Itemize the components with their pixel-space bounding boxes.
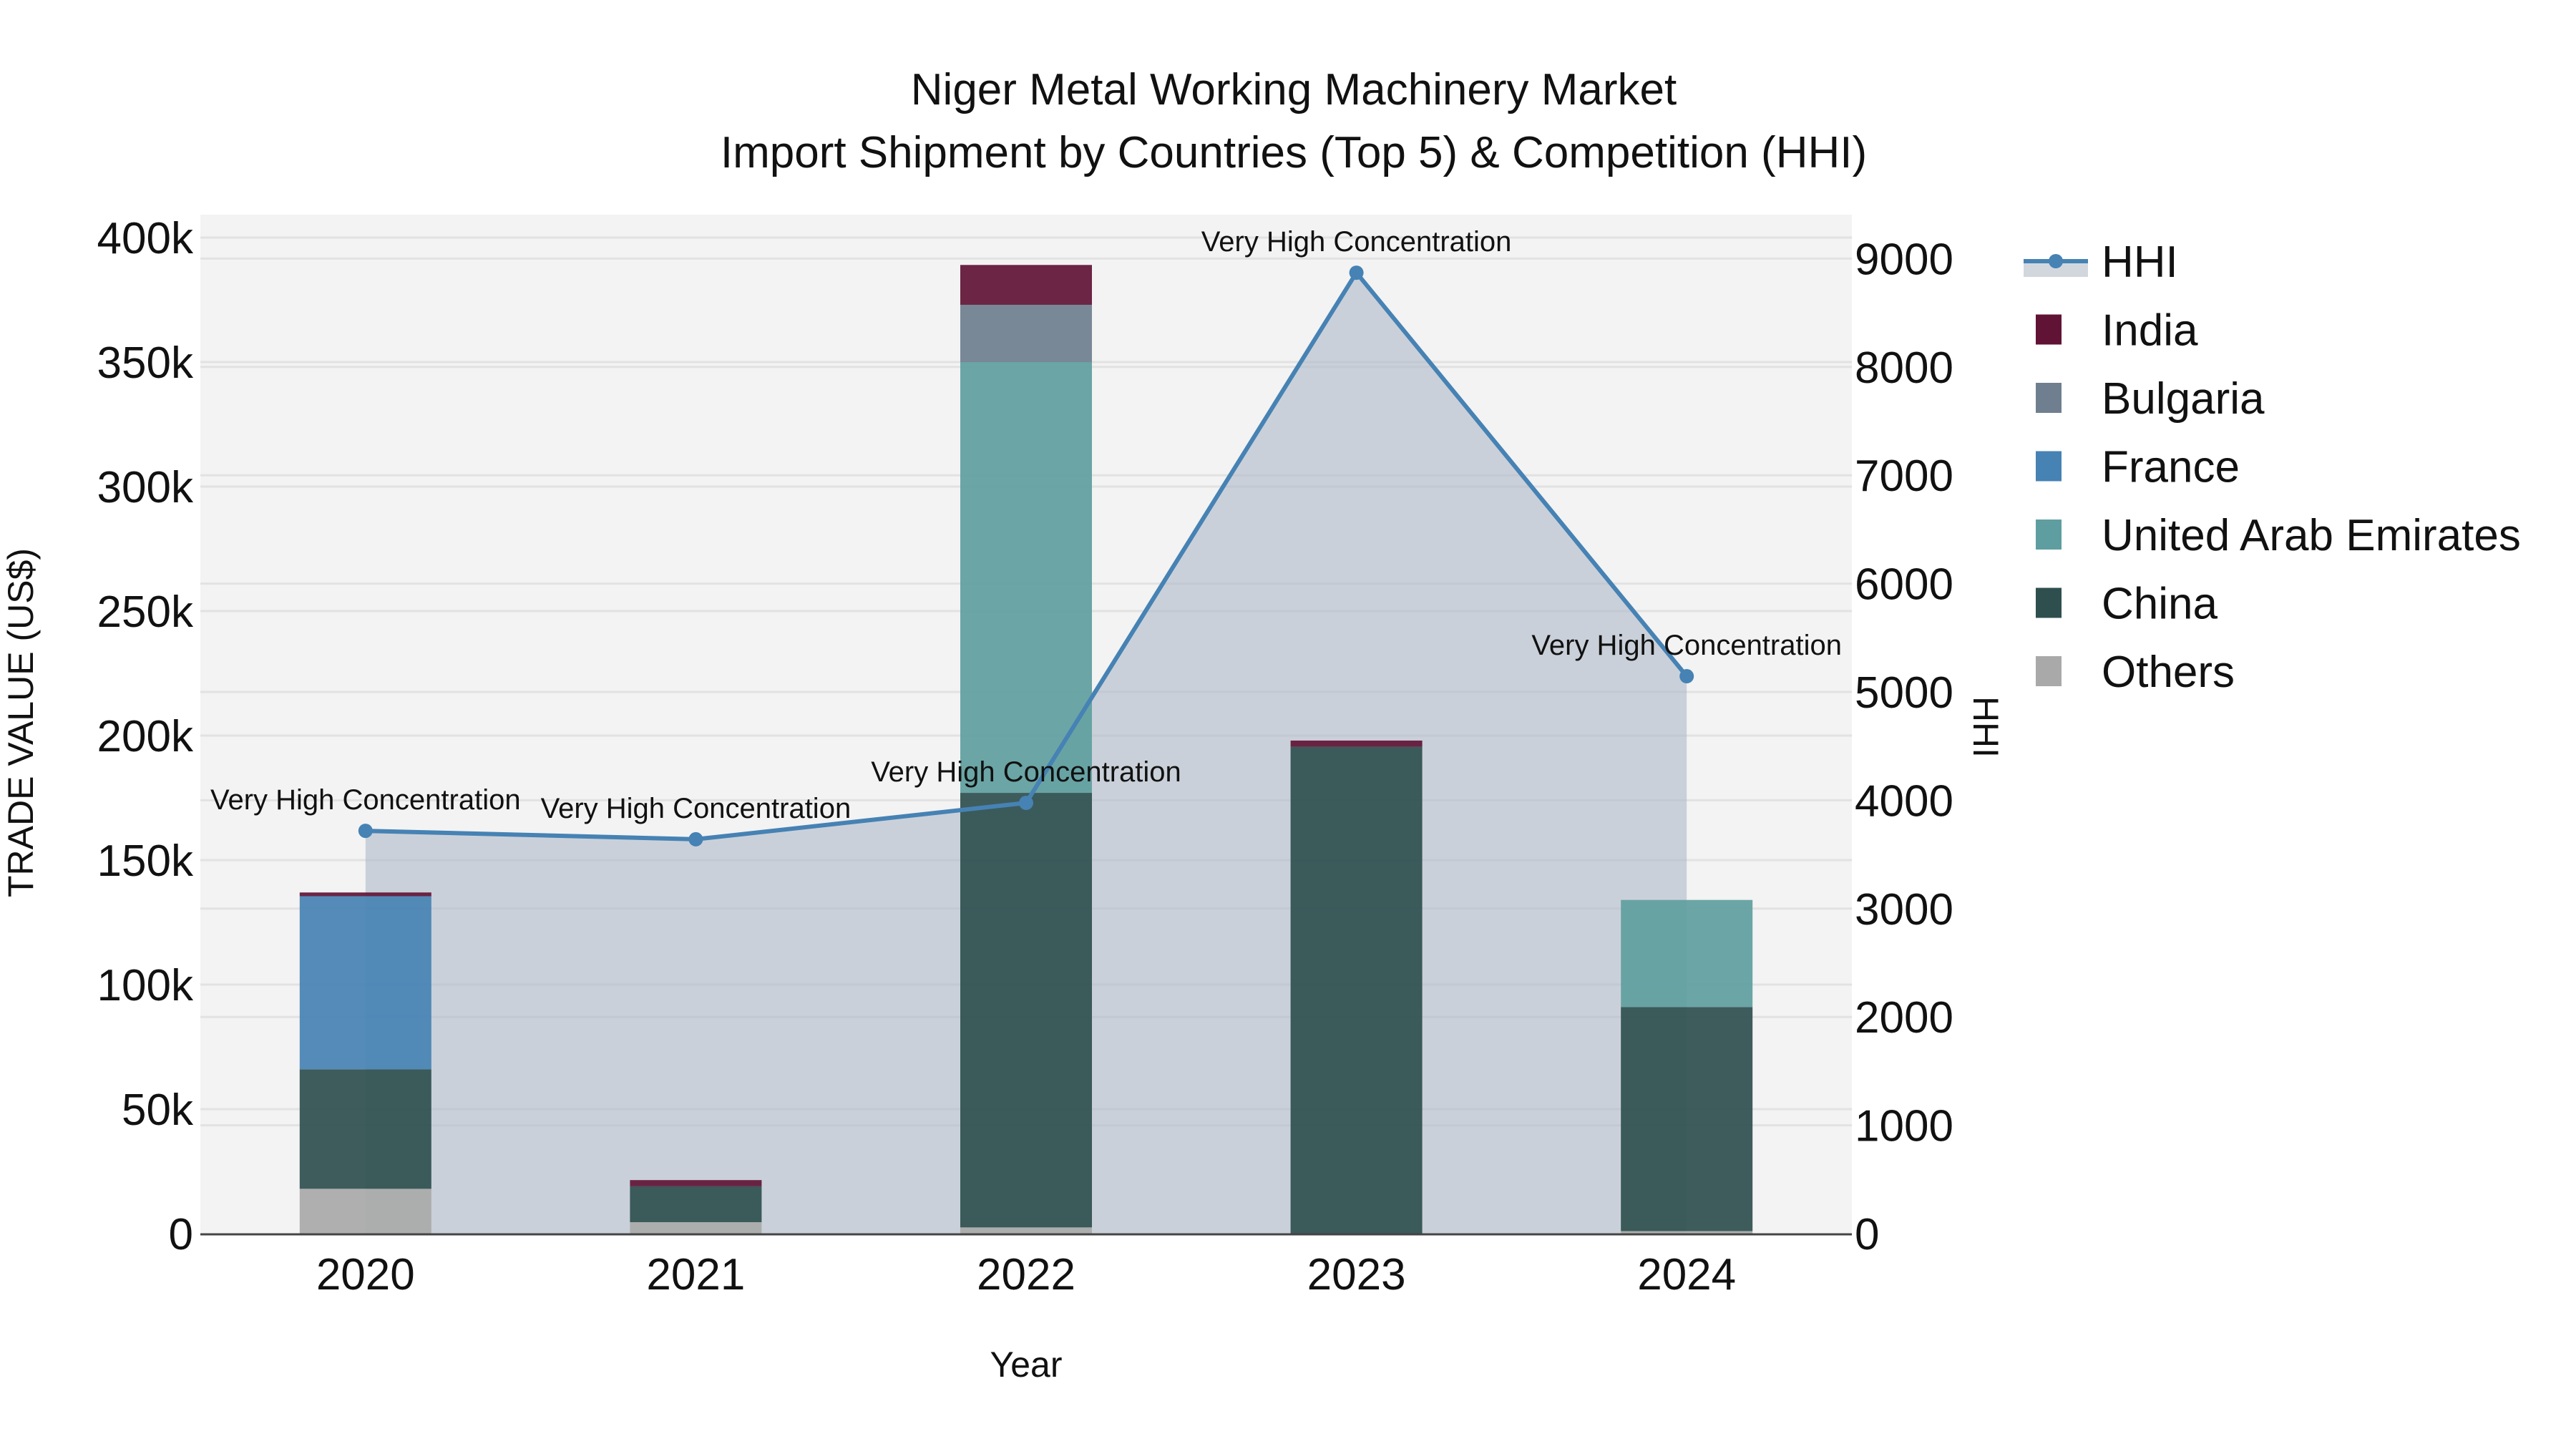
legend-item-france[interactable]: France [2036, 443, 2240, 492]
y-right-axis-title: HHI [1966, 696, 2006, 758]
y-right-tick: 5000 [1855, 668, 1953, 718]
x-tick-2022: 2022 [977, 1250, 1075, 1299]
x-tick-2023: 2023 [1307, 1250, 1406, 1299]
bar-segment-others-2022[interactable] [960, 1227, 1092, 1234]
hhi-marker-2021[interactable] [688, 831, 703, 847]
bar-segment-china-2023[interactable] [1290, 746, 1423, 1234]
y-right-tick: 6000 [1855, 560, 1953, 610]
hhi-annotation-2024: Very High Concentration [1531, 630, 1842, 661]
legend-item-others[interactable]: Others [2036, 648, 2235, 697]
x-tick-2021: 2021 [646, 1250, 745, 1299]
hhi-marker-2022[interactable] [1019, 796, 1033, 811]
y-right-tick: 0 [1855, 1210, 1879, 1259]
legend-item-china[interactable]: China [2036, 580, 2218, 629]
bar-segment-others-2024[interactable] [1621, 1231, 1753, 1234]
hhi-annotations: Very High Concentration Very High Concent… [210, 226, 1842, 824]
x-axis-title: Year [990, 1345, 1062, 1385]
y-right-tick: 7000 [1855, 452, 1953, 501]
bar-segment-united-arab-emirates-2022[interactable] [960, 362, 1092, 794]
bar-segment-china-2022[interactable] [960, 793, 1092, 1228]
legend-item-united-arab-emirates[interactable]: United Arab Emirates [2036, 511, 2521, 560]
y-right-tick: 4000 [1855, 776, 1953, 826]
hhi-marker-2023[interactable] [1349, 265, 1364, 280]
hhi-annotation-2022: Very High Concentration [871, 756, 1181, 788]
y-right-tick: 8000 [1855, 343, 1953, 393]
bar-segment-india-2022[interactable] [960, 265, 1092, 305]
stacked-bars [299, 265, 1753, 1234]
y-left-axis-title: TRADE VALUE (US$) [1, 548, 41, 897]
bar-segment-china-2021[interactable] [630, 1186, 762, 1222]
y-right-tick: 3000 [1855, 885, 1953, 935]
legend-swatch-icon [2036, 587, 2062, 618]
y-right-tick: 9000 [1855, 235, 1953, 284]
y-left-tick: 0 [169, 1210, 193, 1259]
legend-swatch-icon [2036, 656, 2062, 686]
x-tick-2020: 2020 [316, 1250, 415, 1299]
bar-segment-china-2020[interactable] [299, 1069, 431, 1189]
bar-segment-india-2020[interactable] [299, 892, 431, 897]
y-right-ticks: 0 1000 2000 3000 4000 5000 6000 7000 8000 9000 [1855, 235, 1953, 1259]
bar-segment-others-2021[interactable] [630, 1221, 762, 1234]
legend-swatch-icon [2036, 314, 2062, 345]
hhi-annotation-2021: Very High Concentration [541, 793, 852, 824]
y-left-tick: 300k [97, 463, 194, 512]
y-left-tick: 250k [97, 587, 194, 637]
legend-swatch-icon [2036, 383, 2062, 413]
y-left-tick: 100k [97, 961, 194, 1010]
y-right-tick: 2000 [1855, 993, 1953, 1043]
y-left-tick: 200k [97, 712, 194, 761]
hhi-annotation-2023: Very High Concentration [1201, 226, 1512, 258]
legend-label: Others [2102, 648, 2235, 697]
bar-segment-united-arab-emirates-2024[interactable] [1621, 899, 1753, 1008]
y-right-tick: 1000 [1855, 1102, 1953, 1151]
legend-label: France [2102, 443, 2240, 492]
legend-item-bulgaria[interactable]: Bulgaria [2036, 374, 2265, 424]
legend-item-india[interactable]: India [2036, 306, 2198, 356]
y-left-tick: 50k [122, 1085, 194, 1135]
y-left-tick: 400k [97, 214, 194, 263]
hhi-legend-marker-icon [2049, 254, 2063, 268]
legend-swatch-icon [2036, 451, 2062, 482]
hhi-line [358, 265, 1694, 847]
y-left-tick: 350k [97, 338, 194, 388]
legend-label: HHI [2102, 238, 2178, 287]
bar-segment-india-2021[interactable] [630, 1180, 762, 1186]
chart-title-line1: Niger Metal Working Machinery Market [911, 65, 1677, 114]
bar-segment-bulgaria-2022[interactable] [960, 304, 1092, 362]
hhi-legend-area-icon [2024, 261, 2088, 277]
legend-item-hhi[interactable]: HHI [2024, 238, 2178, 287]
y-left-tick: 150k [97, 836, 194, 886]
x-ticks: 2020 2021 2022 2023 2024 [316, 1250, 1736, 1299]
x-tick-2024: 2024 [1637, 1250, 1736, 1299]
hhi-marker-2020[interactable] [358, 824, 373, 839]
bar-segment-india-2023[interactable] [1290, 740, 1423, 747]
legend-swatch-icon [2036, 519, 2062, 550]
legend: HHI India Bulgaria France United Arab Emirat… [2024, 238, 2521, 697]
legend-label: United Arab Emirates [2102, 511, 2521, 560]
legend-label: China [2102, 580, 2218, 629]
chart-title-line2: Import Shipment by Countries (Top 5) & C… [721, 128, 1867, 177]
bar-segment-china-2024[interactable] [1621, 1007, 1753, 1231]
hhi-annotation-2020: Very High Concentration [210, 784, 521, 816]
bar-segment-france-2020[interactable] [299, 896, 431, 1070]
legend-label: Bulgaria [2102, 374, 2265, 424]
y-left-ticks: 0 50k 100k 150k 200k 250k 300k 350k 400k [97, 214, 194, 1259]
hhi-marker-2024[interactable] [1679, 669, 1694, 684]
legend-label: India [2102, 306, 2198, 356]
bar-segment-others-2020[interactable] [299, 1189, 431, 1234]
